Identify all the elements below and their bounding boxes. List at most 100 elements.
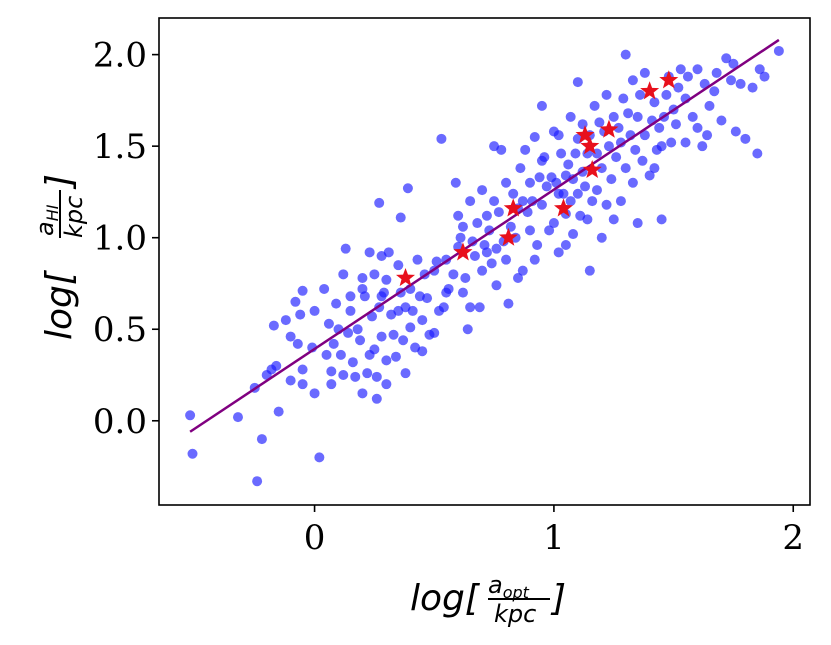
data-point [417,346,428,357]
data-point [582,214,593,225]
data-point [692,122,703,133]
data-point [589,100,600,111]
data-point [735,78,746,89]
data-point [469,251,480,262]
data-point [615,137,626,148]
data-point [730,126,741,137]
data-point [436,133,447,144]
data-point [280,315,291,326]
data-point [539,152,550,163]
data-point [429,327,440,338]
data-point [462,324,473,335]
data-point [477,185,488,196]
data-point [594,117,605,128]
data-point [532,240,543,251]
data-point [292,338,303,349]
data-point [393,260,404,271]
highlight-star [503,198,523,217]
plot-area [185,38,784,487]
data-point [374,197,385,208]
data-point [608,214,619,225]
y-tick-label: 0.0 [93,402,147,442]
data-point [565,196,576,207]
data-point [417,315,428,326]
data-point [620,49,631,60]
data-point [558,188,569,199]
data-point [388,329,399,340]
data-point [553,130,564,141]
data-point [290,296,301,307]
data-point [716,115,727,126]
data-point [515,163,526,174]
data-point [661,89,672,100]
data-point [472,218,483,229]
data-point [534,172,545,183]
data-point [711,67,722,78]
data-point [656,214,667,225]
data-point [709,86,720,97]
data-point [252,476,263,487]
data-point [637,155,648,166]
data-point [323,318,334,329]
highlight-star [553,198,573,217]
data-point [639,67,650,78]
data-point [357,272,368,283]
data-point [536,100,547,111]
data-point [529,132,540,143]
data-point [682,71,693,82]
x-tick-label: 1 [543,518,565,558]
data-point [297,379,308,390]
data-point [501,177,512,188]
data-point [371,393,382,404]
data-point [747,82,758,93]
data-point [726,75,737,86]
data-point [357,388,368,399]
data-point [321,349,332,360]
data-point [603,141,614,152]
data-point [601,89,612,100]
data-point [752,148,763,159]
data-point [560,240,571,251]
data-point [544,225,555,236]
x-axis-label: log[ aopt kpc ] [410,571,566,628]
x-label-suffix: ] [550,578,566,619]
data-point [297,285,308,296]
data-point [331,298,342,309]
data-point [613,122,624,133]
data-point [754,64,765,75]
data-point [491,280,502,291]
data-point [563,159,574,170]
data-point [328,338,339,349]
data-point [460,272,471,283]
x-tick-label: 0 [304,518,326,558]
data-point [400,368,411,379]
data-point [529,254,540,265]
data-point [448,269,459,280]
data-point [728,58,739,69]
data-point [627,75,638,86]
data-point [553,247,564,258]
data-point [412,254,423,265]
data-point [608,111,619,122]
highlight-star [582,159,602,179]
data-point [639,130,650,141]
data-point [455,232,466,243]
data-point [457,287,468,298]
data-point [577,119,588,130]
highlight-star [659,70,679,89]
data-point [491,243,502,254]
data-point [383,247,394,258]
data-point [314,452,325,463]
data-point [572,188,583,199]
data-point [376,331,387,342]
data-point [697,141,708,152]
data-point [670,119,681,130]
data-point [584,265,595,276]
data-point [580,181,591,192]
data-point [503,298,514,309]
data-point [364,247,375,258]
data-point [656,141,667,152]
data-point [309,388,320,399]
data-point [326,379,337,390]
data-point [601,199,612,210]
